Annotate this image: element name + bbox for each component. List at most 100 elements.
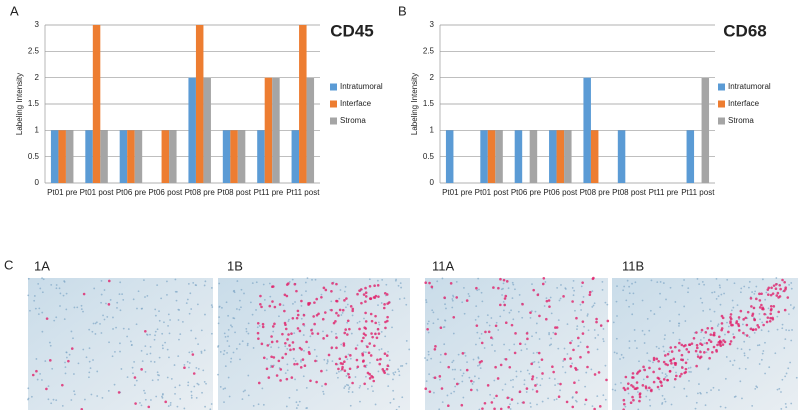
stained-cell <box>312 315 315 318</box>
cell <box>218 316 221 319</box>
y-tick-label: 1 <box>35 125 40 134</box>
y-tick-label: 0.5 <box>28 152 40 161</box>
cell <box>606 303 609 306</box>
cell <box>725 356 728 358</box>
stained-cell <box>283 309 286 313</box>
cell <box>776 315 779 318</box>
cell <box>530 310 533 312</box>
stained-cell <box>285 283 289 286</box>
cell <box>525 348 528 350</box>
cell <box>628 305 630 308</box>
cell <box>300 305 303 307</box>
cell <box>204 313 206 316</box>
stained-cell <box>481 407 484 410</box>
cell <box>247 394 250 397</box>
stained-cell <box>368 284 372 288</box>
cell <box>64 361 66 364</box>
stained-cell <box>290 332 293 335</box>
cell <box>441 277 444 280</box>
stained-cell <box>505 280 509 283</box>
stained-cell <box>677 349 681 352</box>
cell <box>236 280 239 282</box>
cell <box>673 386 676 389</box>
cell <box>713 310 716 313</box>
cell <box>623 285 626 288</box>
cell <box>49 344 52 347</box>
stained-cell <box>461 352 465 355</box>
cell <box>380 330 383 333</box>
stained-cell <box>588 290 592 294</box>
cell <box>241 398 244 401</box>
cell <box>755 385 758 388</box>
stained-cell <box>337 367 340 371</box>
cell <box>726 321 728 324</box>
cell <box>217 322 220 325</box>
cell <box>392 389 395 392</box>
cell <box>550 312 553 315</box>
stained-cell <box>330 346 334 349</box>
cell <box>122 327 125 330</box>
cell <box>392 398 395 400</box>
cell <box>688 379 690 382</box>
stained-cell <box>499 363 503 367</box>
stained-cell <box>348 375 351 379</box>
cell <box>439 378 441 381</box>
cell <box>548 377 551 380</box>
stained-cell <box>684 367 688 371</box>
cell <box>788 313 790 316</box>
cell <box>91 330 94 333</box>
cell <box>727 325 730 328</box>
cell <box>190 329 193 332</box>
stained-cell <box>371 335 374 339</box>
cell <box>129 340 132 343</box>
stained-cell <box>475 286 478 290</box>
cell <box>502 282 505 285</box>
cell <box>88 376 90 379</box>
stained-cell <box>376 284 380 287</box>
stained-cell <box>497 286 500 290</box>
cell <box>120 368 123 370</box>
cell <box>762 350 765 352</box>
cell <box>602 338 605 340</box>
cell <box>748 286 750 289</box>
stained-cell <box>349 305 353 308</box>
cell <box>359 400 361 403</box>
cell <box>512 386 514 388</box>
stained-cell <box>744 316 748 320</box>
cell <box>531 388 534 391</box>
stained-cell <box>335 282 338 286</box>
cell <box>572 294 575 297</box>
cell <box>241 340 244 343</box>
cell <box>678 313 681 316</box>
stained-cell <box>359 288 363 291</box>
stained-cell <box>279 379 282 382</box>
stained-cell <box>270 335 273 338</box>
stained-cell <box>499 303 502 307</box>
cell <box>144 296 146 298</box>
cell <box>311 278 313 281</box>
stained-cell <box>364 311 367 315</box>
cell <box>179 333 182 335</box>
cell <box>62 294 65 297</box>
cell <box>394 371 397 374</box>
stained-cell <box>562 295 565 298</box>
cell <box>703 283 706 286</box>
cell <box>668 350 671 353</box>
cell <box>119 350 121 353</box>
cell <box>587 329 590 332</box>
cell <box>702 309 705 312</box>
cell <box>478 288 480 291</box>
cell <box>204 280 207 283</box>
cell <box>351 391 354 393</box>
stained-cell <box>547 299 551 302</box>
cell <box>137 290 140 293</box>
cell <box>73 393 76 396</box>
stained-cell <box>643 368 647 372</box>
cell <box>528 372 531 375</box>
stained-cell <box>669 346 673 349</box>
cell <box>258 324 261 327</box>
stained-cell <box>678 341 681 345</box>
stained-cell <box>487 330 491 334</box>
stained-cell <box>631 395 634 399</box>
stained-cell <box>531 377 534 381</box>
